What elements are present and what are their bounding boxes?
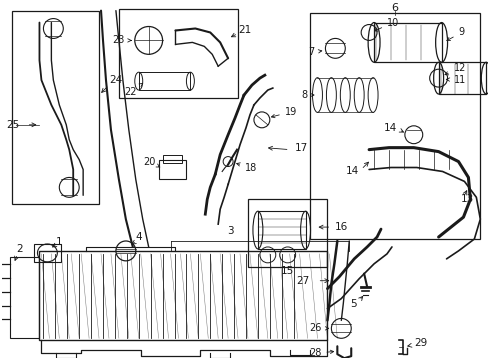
Text: 28: 28 (309, 348, 334, 358)
Text: 9: 9 (447, 27, 465, 41)
Bar (33, 244, 61, 262)
Text: 16: 16 (334, 222, 347, 232)
Text: 3: 3 (227, 226, 233, 236)
Bar (12, 11, 99, 204)
Text: 29: 29 (414, 338, 427, 348)
Bar (248, 199, 327, 267)
Text: 14: 14 (346, 166, 359, 176)
Text: 23: 23 (113, 35, 131, 45)
Text: 19: 19 (271, 107, 297, 118)
Text: 17: 17 (294, 143, 308, 153)
Text: 8: 8 (301, 90, 314, 100)
Bar (163, 154, 182, 163)
Text: 14: 14 (384, 123, 397, 133)
Bar (40, 251, 327, 340)
Bar (139, 72, 191, 90)
Text: 6: 6 (392, 3, 398, 13)
Text: 2: 2 (16, 244, 23, 254)
Text: 7: 7 (308, 47, 322, 57)
Text: 25: 25 (7, 120, 20, 130)
Text: 15: 15 (281, 266, 294, 276)
Bar (119, 9, 238, 98)
Text: 26: 26 (309, 323, 329, 333)
Text: 1: 1 (56, 237, 63, 247)
Text: 27: 27 (296, 276, 310, 286)
Text: 12: 12 (445, 63, 466, 75)
Text: 13: 13 (461, 194, 474, 204)
Text: 11: 11 (446, 75, 466, 85)
Text: 18: 18 (237, 162, 257, 172)
Text: 20: 20 (143, 157, 160, 167)
Text: 22: 22 (124, 83, 143, 97)
Text: 10: 10 (374, 18, 399, 31)
Text: 21: 21 (238, 26, 251, 36)
Bar (310, 13, 480, 239)
Text: 4: 4 (135, 232, 142, 242)
Bar (258, 211, 306, 249)
Bar (159, 159, 186, 179)
Text: 5: 5 (350, 298, 357, 309)
Text: 24: 24 (109, 75, 122, 85)
